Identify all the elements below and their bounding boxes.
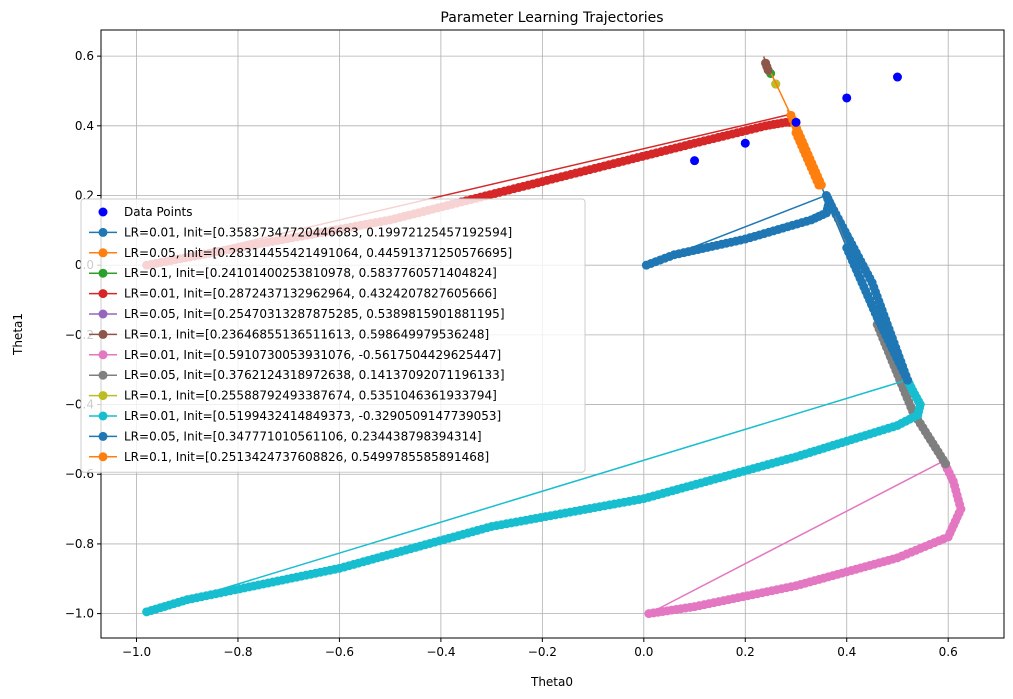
legend-label: LR=0.1, Init=[0.24101400253810978, 0.583… xyxy=(124,266,497,280)
legend-entry: LR=0.05, Init=[0.28314455421491064, 0.44… xyxy=(89,246,512,260)
data-points-layer xyxy=(690,72,902,166)
legend-entry: LR=0.1, Init=[0.23646855136511613, 0.598… xyxy=(89,327,489,341)
legend-entry: LR=0.05, Init=[0.347771010561106, 0.2344… xyxy=(89,429,482,443)
legend-entry: Data Points xyxy=(98,205,193,219)
legend-entry: LR=0.1, Init=[0.24101400253810978, 0.583… xyxy=(89,266,497,280)
legend-entry: LR=0.1, Init=[0.25588792493387674, 0.535… xyxy=(89,389,497,403)
series-6 xyxy=(761,56,773,75)
legend-marker xyxy=(98,329,108,339)
legend-entry: LR=0.05, Init=[0.3762124318972638, 0.141… xyxy=(89,368,505,382)
series-point xyxy=(903,375,913,385)
legend-label: LR=0.01, Init=[0.35837347720446683, 0.19… xyxy=(124,225,512,239)
chart-title: Parameter Learning Trajectories xyxy=(440,10,663,26)
legend-marker xyxy=(98,411,108,421)
y-tick-label: 0.4 xyxy=(75,119,94,133)
series-point xyxy=(763,65,773,75)
legend-label: LR=0.05, Init=[0.28314455421491064, 0.44… xyxy=(124,246,512,260)
x-tick-label: −0.8 xyxy=(223,645,252,659)
x-tick-label: 0.4 xyxy=(837,645,856,659)
data-point xyxy=(791,117,801,127)
data-point xyxy=(842,93,852,103)
legend-box xyxy=(80,198,586,473)
x-axis: −1.0 −0.8 −0.6 −0.4 −0.2 0.0 0.2 0.4 0.6 xyxy=(122,638,958,659)
legend-entry: LR=0.01, Init=[0.2872437132962964, 0.432… xyxy=(89,287,497,301)
legend-label: LR=0.01, Init=[0.2872437132962964, 0.432… xyxy=(124,287,497,301)
legend-label: LR=0.01, Init=[0.5199432414849373, -0.32… xyxy=(124,409,501,423)
data-point xyxy=(892,72,902,82)
legend-label: LR=0.1, Init=[0.23646855136511613, 0.598… xyxy=(124,327,489,341)
x-tick-label: −1.0 xyxy=(122,645,151,659)
legend-entry: LR=0.1, Init=[0.2513424737608826, 0.5499… xyxy=(89,450,489,464)
series-12 xyxy=(770,73,826,190)
series-1 xyxy=(641,191,913,385)
x-tick-label: −0.2 xyxy=(528,645,557,659)
legend-entry: LR=0.05, Init=[0.25470313287875285, 0.53… xyxy=(89,307,505,321)
series-point xyxy=(816,180,826,190)
y-tick-label: 0.6 xyxy=(75,49,94,63)
y-axis-label: Theta1 xyxy=(11,313,25,356)
legend-marker xyxy=(98,309,108,319)
y-tick-label: −1.0 xyxy=(65,607,94,621)
x-axis-label: Theta0 xyxy=(530,675,573,689)
data-point xyxy=(740,138,750,148)
legend: Data Points LR=0.01, Init=[0.358373477204… xyxy=(80,198,586,473)
series-11 xyxy=(819,183,913,385)
y-tick-label: −0.8 xyxy=(65,537,94,551)
legend-label: LR=0.05, Init=[0.25470313287875285, 0.53… xyxy=(124,307,505,321)
x-tick-label: 0.6 xyxy=(939,645,958,659)
legend-label: LR=0.05, Init=[0.347771010561106, 0.2344… xyxy=(124,429,482,443)
legend-entry: LR=0.01, Init=[0.5199432414849373, -0.32… xyxy=(89,409,501,423)
legend-marker xyxy=(98,248,108,258)
legend-entry: LR=0.01, Init=[0.35837347720446683, 0.19… xyxy=(89,225,512,239)
x-tick-label: 0.0 xyxy=(634,645,653,659)
x-tick-label: −0.4 xyxy=(426,645,455,659)
x-tick-label: 0.2 xyxy=(736,645,755,659)
series-7 xyxy=(644,455,966,619)
legend-marker xyxy=(98,370,108,380)
legend-label: LR=0.05, Init=[0.3762124318972638, 0.141… xyxy=(124,368,505,382)
legend-marker xyxy=(98,207,108,217)
x-tick-label: −0.6 xyxy=(325,645,354,659)
legend-marker xyxy=(98,452,108,462)
legend-marker xyxy=(98,227,108,237)
legend-marker xyxy=(98,289,108,299)
legend-marker xyxy=(98,391,108,401)
legend-marker xyxy=(98,350,108,360)
legend-entry: LR=0.01, Init=[0.5910730053931076, -0.56… xyxy=(89,348,501,362)
data-point xyxy=(690,156,700,166)
legend-marker xyxy=(98,431,108,441)
legend-label: LR=0.01, Init=[0.5910730053931076, -0.56… xyxy=(124,348,501,362)
series-point xyxy=(941,459,951,469)
legend-label: LR=0.1, Init=[0.25588792493387674, 0.535… xyxy=(124,389,497,403)
legend-label: Data Points xyxy=(124,205,193,219)
legend-marker xyxy=(98,268,108,278)
legend-label: LR=0.1, Init=[0.2513424737608826, 0.5499… xyxy=(124,450,489,464)
